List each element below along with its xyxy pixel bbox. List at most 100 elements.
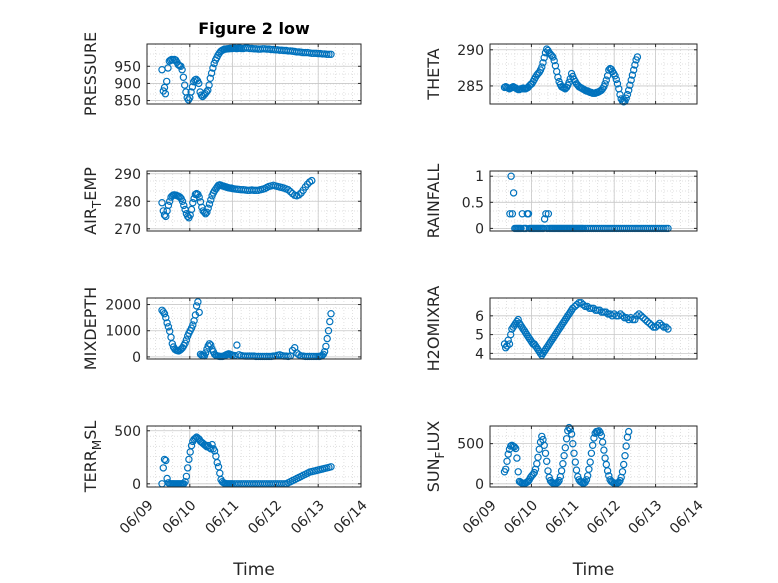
data-point (178, 197, 187, 205)
data-point (205, 81, 213, 89)
data-point (210, 59, 218, 68)
data-point (593, 306, 602, 314)
y-axis-label: MIXDEPTH (81, 287, 100, 370)
data-point (602, 308, 610, 316)
plot-area (147, 44, 361, 104)
y-tick-label: 950 (114, 59, 141, 75)
data-point (207, 196, 215, 204)
data-point (181, 339, 189, 347)
data-point (207, 69, 216, 77)
data-point (602, 76, 611, 84)
y-tick-label: 285 (457, 79, 484, 95)
data-point (569, 440, 577, 448)
data-point (505, 340, 514, 348)
plot-area (490, 171, 697, 231)
data-point (162, 456, 170, 465)
data-point (629, 315, 637, 324)
data-point (645, 319, 654, 327)
data-point (512, 444, 520, 453)
data-point (585, 465, 593, 473)
data-point (205, 200, 214, 208)
data-point (538, 63, 546, 71)
x-tick-label: 06/12 (245, 497, 285, 537)
data-point (575, 299, 583, 307)
y-tick-label: 0 (475, 221, 484, 237)
data-point (233, 341, 241, 349)
y-axis-label: PRESSURE (81, 32, 100, 116)
data-point (620, 460, 628, 469)
data-point (586, 458, 594, 466)
data-point (188, 83, 197, 91)
data-point (508, 210, 517, 218)
data-point (590, 434, 598, 442)
data-point (192, 302, 201, 310)
data-point (571, 302, 579, 311)
x-tick-label: 06/14 (331, 497, 371, 537)
data-point (543, 457, 551, 465)
data-point (194, 298, 202, 306)
x-tick-label: 06/14 (667, 497, 707, 537)
data-point (187, 88, 195, 96)
data-point (202, 88, 211, 96)
data-point (664, 325, 672, 333)
data-point (323, 334, 331, 343)
data-point (178, 65, 186, 74)
data-point (656, 319, 664, 327)
data-point (539, 59, 547, 67)
data-point (177, 62, 185, 71)
data-point (507, 172, 515, 180)
axes-box (489, 43, 698, 105)
data-point (187, 441, 196, 450)
data-point (554, 73, 562, 82)
data-point (164, 323, 173, 331)
y-tick-label: 500 (457, 437, 484, 453)
data-point (616, 90, 624, 99)
data-point (506, 210, 514, 218)
data-point (641, 315, 650, 324)
y-tick-label: 900 (114, 76, 141, 92)
data-point (191, 434, 200, 442)
x-tick-label: 06/12 (584, 497, 624, 537)
data-point (603, 467, 612, 475)
data-point (162, 77, 171, 86)
data-point (204, 86, 212, 95)
data-point (195, 79, 203, 88)
data-point (540, 441, 548, 449)
y-tick-label: 1 (475, 169, 484, 185)
data-point (504, 450, 512, 458)
data-point (553, 479, 561, 487)
data-point (582, 476, 591, 484)
data-point (159, 464, 167, 472)
data-point (612, 75, 621, 84)
data-point (579, 300, 587, 309)
data-point (628, 71, 637, 79)
data-point (180, 201, 188, 210)
data-point (206, 74, 214, 83)
data-point (204, 204, 212, 212)
data-point (598, 438, 607, 446)
x-tick-label: 06/10 (501, 497, 541, 537)
data-point (209, 64, 217, 72)
data-point (631, 315, 639, 324)
data-point (623, 90, 632, 99)
data-point (502, 344, 510, 352)
data-point (162, 313, 170, 322)
data-point (189, 321, 197, 329)
data-point (637, 312, 645, 320)
data-point (510, 443, 519, 451)
y-tick-label: 500 (114, 424, 141, 440)
data-point (182, 472, 191, 481)
data-point (182, 336, 191, 344)
y-axis-label: TERRMSL (81, 421, 104, 494)
y-tick-label: 850 (114, 94, 141, 110)
data-point (325, 50, 333, 59)
y-tick-label: 0 (132, 477, 141, 493)
data-point (626, 81, 634, 89)
y-tick-label: 290 (457, 43, 484, 59)
data-point (185, 455, 193, 464)
data-point (324, 327, 333, 335)
axes-box (489, 425, 698, 488)
data-point (203, 208, 211, 216)
data-point (600, 446, 608, 454)
